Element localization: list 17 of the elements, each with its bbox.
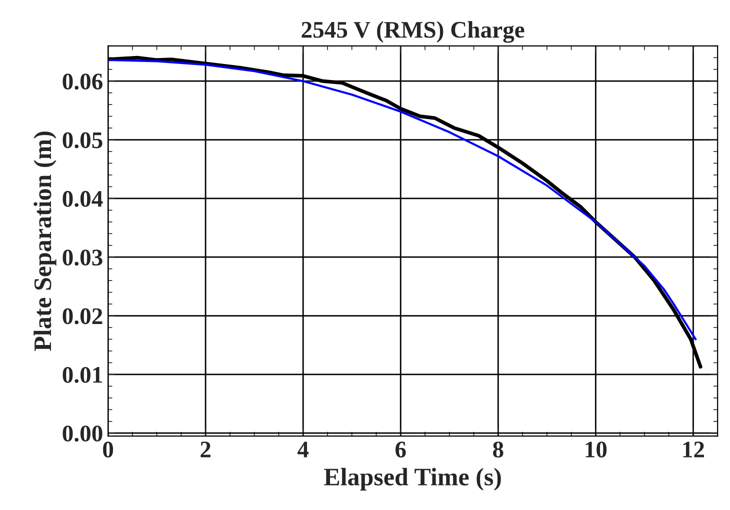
x-tick-label: 6	[396, 442, 406, 458]
y-tick-label: 0.00	[62, 426, 102, 442]
x-tick-label: 12	[683, 442, 704, 458]
x-tick-label: 0	[103, 442, 114, 458]
x-tick-label: 4	[298, 442, 309, 458]
y-tick-label: 0.03	[62, 250, 102, 266]
x-axis-title: Elapsed Time (s)	[324, 468, 501, 491]
chart-title: 2545 V (RMS) Charge	[302, 21, 524, 43]
y-axis-title: Plate Separation (m)	[34, 132, 56, 351]
x-tick-label: 8	[493, 442, 504, 458]
x-tick-label: 10	[586, 442, 607, 458]
x-tick-label: 2	[200, 442, 210, 458]
y-tick-label: 0.02	[62, 308, 102, 324]
y-tick-label: 0.04	[62, 190, 103, 207]
y-tick-label: 0.06	[62, 74, 102, 90]
y-tick-label: 0.05	[62, 132, 102, 148]
y-tick-label: 0.01	[62, 366, 102, 383]
